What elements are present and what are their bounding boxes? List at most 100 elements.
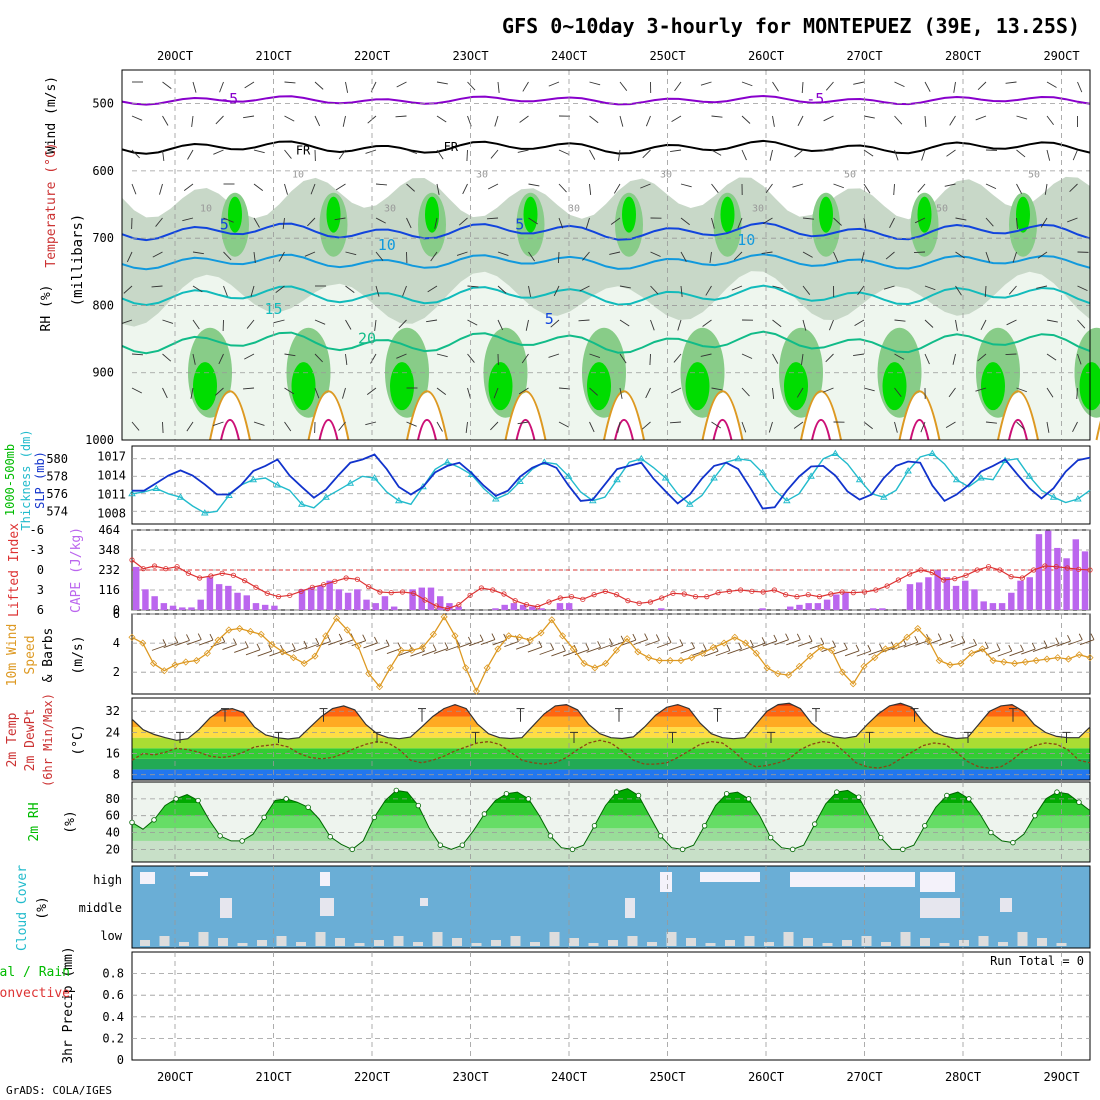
lifted-index-marker <box>873 587 879 593</box>
thickness-marker <box>1025 472 1034 479</box>
cape-bar <box>971 589 978 610</box>
wind10m-barb-flag <box>761 637 766 644</box>
cape-bar <box>206 577 214 610</box>
rh-core <box>685 362 710 411</box>
wind10m-barb <box>198 639 214 646</box>
pressure-tick: 600 <box>92 164 114 178</box>
precip-tick: 0.2 <box>102 1031 124 1045</box>
wind10m-axis-label: Speed <box>23 635 38 674</box>
isotherm-label: -5 <box>220 90 238 108</box>
top-day-label: 27OCT <box>846 49 882 63</box>
isotherm-label: 5 <box>515 216 524 234</box>
wind-speed-marker <box>139 639 147 647</box>
cape-bar <box>796 604 803 610</box>
cape-bar <box>759 608 766 610</box>
wind-barb <box>253 251 256 263</box>
wind-speed-marker <box>322 632 330 640</box>
cape-bar <box>455 606 462 610</box>
rh2m-axis-label: 2m RH <box>27 802 42 841</box>
wind10m-barb <box>187 639 202 645</box>
cloud-low-block <box>666 932 677 946</box>
temp-tick: 32 <box>106 704 120 718</box>
wind-barb <box>802 285 811 295</box>
rh-core <box>917 196 932 233</box>
wind-barb <box>253 183 264 191</box>
rh-core <box>228 196 242 233</box>
dewpoint-line <box>131 739 1091 769</box>
thickness-marker <box>952 475 961 483</box>
wind-barb <box>894 81 905 88</box>
lifted-index-marker <box>129 557 135 563</box>
wind-barb <box>548 81 560 87</box>
cape-bar <box>943 577 951 610</box>
wind-barb <box>945 421 956 429</box>
cloud-low-block <box>822 943 833 946</box>
wind-barb <box>674 81 682 92</box>
wind10m-barb-flag <box>961 636 966 643</box>
thickness-tick: 578 <box>46 469 68 483</box>
lifted-index-tick: 3 <box>37 583 44 597</box>
wind-speed-marker <box>354 642 362 650</box>
wind10m-barb <box>856 650 871 657</box>
lifted-index-marker <box>275 594 282 600</box>
wind10m-barb <box>950 641 965 648</box>
isotherm-25-loop <box>209 390 251 441</box>
wind-barb <box>284 81 296 84</box>
lifted-index-marker <box>501 591 507 597</box>
cloud-low-block <box>978 936 989 946</box>
thickness-marker <box>1049 493 1058 500</box>
wind-barb <box>948 387 956 398</box>
wind10m-barb <box>774 639 789 646</box>
panel-frame <box>121 69 1091 441</box>
lifted-index-marker <box>704 594 710 600</box>
cape-tick: 116 <box>98 583 120 597</box>
wind-barb <box>975 387 987 392</box>
cloud-low-block <box>744 936 755 946</box>
wind-barb <box>284 183 288 195</box>
lifted-index-marker <box>399 589 406 595</box>
isotherm-10 <box>121 253 1091 271</box>
cloud-low-block <box>452 938 462 946</box>
wind10m-barb <box>903 641 918 648</box>
cape-bar <box>326 580 333 610</box>
cape-bar <box>1008 592 1015 610</box>
wind10m-barb <box>527 646 543 653</box>
lifted-index-marker <box>839 589 845 595</box>
wind-barb <box>700 81 712 86</box>
rh2m-marker <box>1076 799 1082 805</box>
wind10m-barb <box>844 650 860 657</box>
wind-barb <box>243 387 255 390</box>
wind-barb <box>1077 319 1086 329</box>
rh2m-marker <box>701 823 708 829</box>
lifted-index-marker <box>1076 566 1082 572</box>
wind-speed-marker <box>429 630 437 638</box>
wind-speed-marker <box>731 633 739 641</box>
wind-barb <box>863 421 873 430</box>
wind-barb <box>1077 285 1088 292</box>
cloud-low-block <box>764 942 774 946</box>
cloud-high-block <box>320 872 330 886</box>
rh2m-marker <box>900 846 906 853</box>
lifted-index-marker <box>1053 564 1059 570</box>
lifted-index-marker <box>557 595 563 601</box>
wind-barb <box>946 149 956 157</box>
wind10m-barb <box>739 645 754 652</box>
wind-barb <box>579 285 590 292</box>
wind10m-barb <box>222 644 237 650</box>
lifted-index-marker <box>738 587 744 593</box>
cloud-low-block <box>140 940 150 946</box>
isotherm-30-loop <box>1008 418 1028 441</box>
wind-barb <box>705 285 712 296</box>
thickness-marker <box>564 472 573 479</box>
wind10m-barb <box>551 650 566 657</box>
wind-speed-marker <box>193 656 201 665</box>
cape-bar <box>1081 551 1089 610</box>
wind-barb <box>486 217 499 220</box>
cloud-low-block <box>783 932 794 946</box>
wind-barb <box>924 353 930 365</box>
wind-speed-marker <box>828 646 836 654</box>
temp-bands <box>132 703 1090 780</box>
wind10m-barb-flag <box>1067 634 1071 642</box>
wind-barb <box>345 285 355 293</box>
wind-barb <box>436 421 443 432</box>
